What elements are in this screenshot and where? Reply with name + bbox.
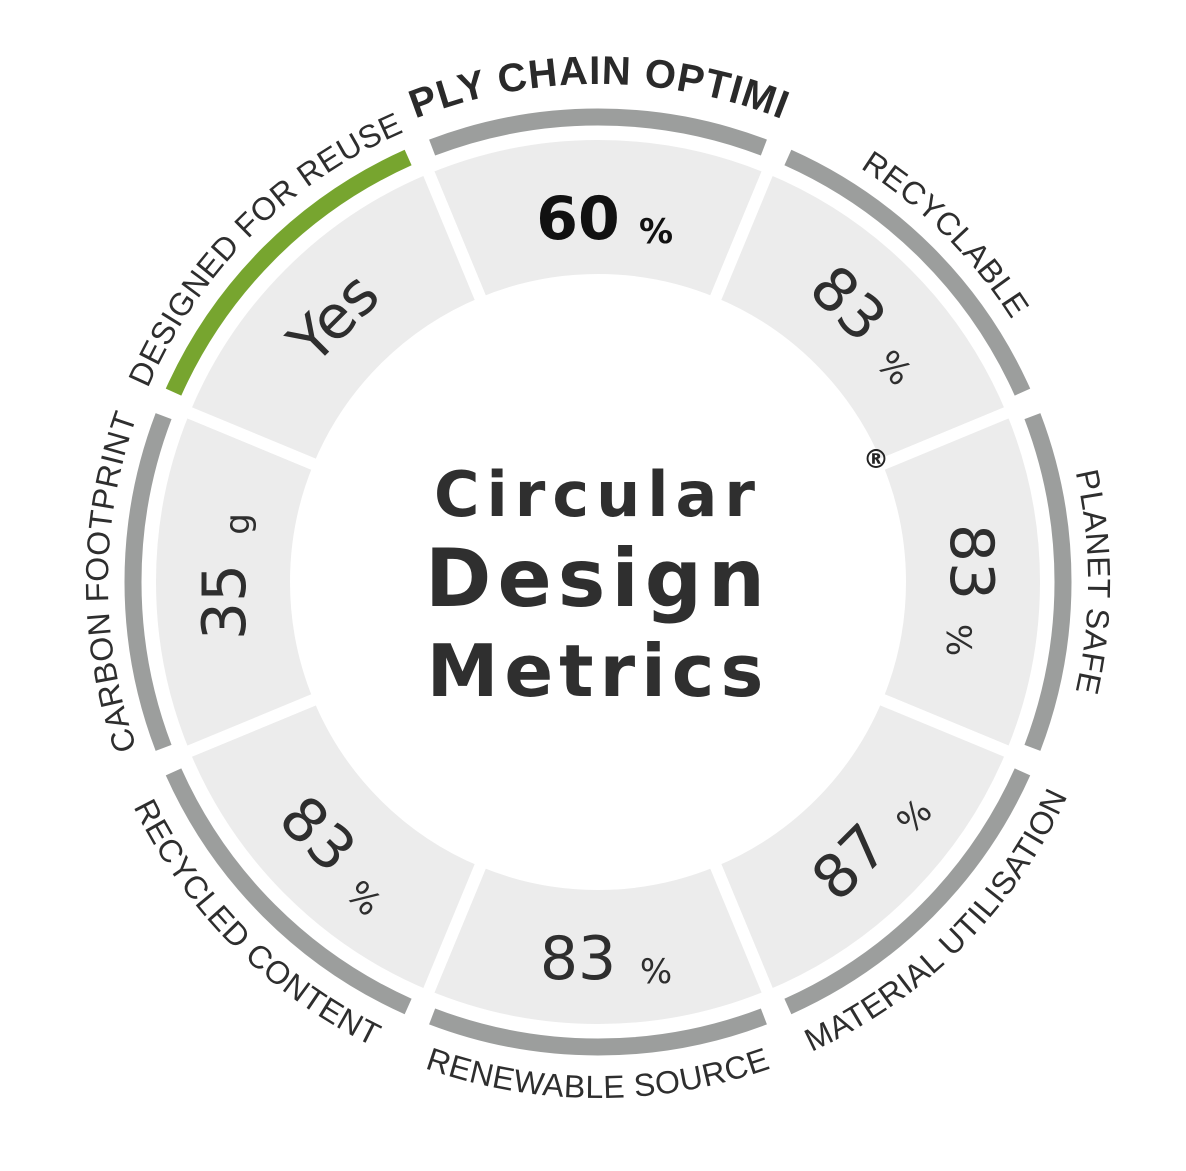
ring-arc-recyclable xyxy=(784,149,1031,396)
center-title-line-1: Circular xyxy=(434,458,762,531)
value-number: 35 xyxy=(190,564,260,640)
center-title-line-2: Design xyxy=(425,532,771,625)
value-number: 83 xyxy=(540,924,616,994)
value-supply-chain-optimized: 60% xyxy=(536,184,673,254)
value-planet-safe: 83% xyxy=(936,524,1006,656)
center-title-line-3: Metrics xyxy=(427,629,770,713)
value-carbon-footprint: 35 g xyxy=(190,513,260,640)
value-number: 83 xyxy=(936,524,1006,600)
metric-rings xyxy=(124,108,1072,1056)
ring-arc-supply-chain-optimized xyxy=(429,108,767,156)
ring-arc-recycled-content xyxy=(165,768,412,1015)
value-unit: % xyxy=(938,624,978,656)
ring-arc-designed-for-reuse xyxy=(165,149,412,396)
ring-arc-renewable-source xyxy=(429,1008,767,1056)
ring-arc-planet-safe xyxy=(1024,413,1072,751)
ring-arc-carbon-footprint xyxy=(124,413,172,751)
center-disc xyxy=(296,280,900,884)
value-renewable-source: 83% xyxy=(540,924,672,994)
ring-arc-material-utilisation xyxy=(784,768,1031,1015)
value-unit: % xyxy=(639,212,673,252)
registered-mark: ® xyxy=(863,445,889,475)
value-unit: % xyxy=(640,952,672,992)
label-planet-safe: PLANET SAFE xyxy=(1069,466,1117,698)
label-supply-chain-optimized: SUPPLY CHAIN OPTIMIZED xyxy=(0,0,795,128)
value-unit: g xyxy=(218,513,258,535)
value-number: 60 xyxy=(536,184,620,254)
